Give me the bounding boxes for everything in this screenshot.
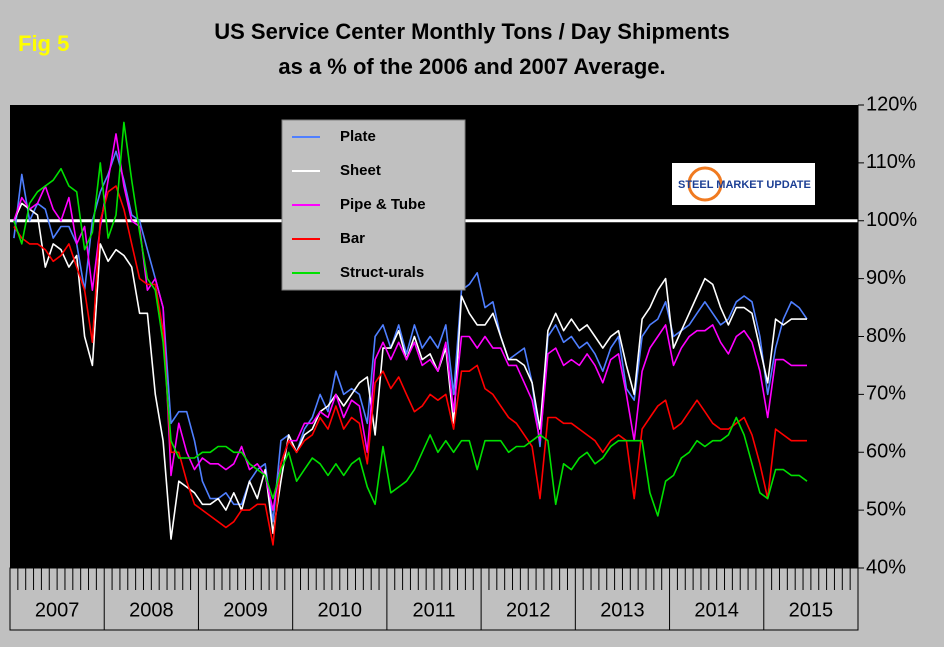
x-tick-label: 2013 [600, 599, 645, 621]
x-tick-label: 2015 [789, 599, 834, 621]
series-line [13, 150, 808, 523]
legend-label: Bar [340, 230, 365, 247]
y-tick-label: 70% [866, 383, 906, 405]
series-line [13, 202, 807, 540]
y-tick-label: 40% [866, 556, 906, 578]
x-tick-label: 2014 [694, 599, 739, 621]
legend-label: Plate [340, 128, 376, 145]
legend-label: Pipe & Tube [340, 196, 426, 213]
logo-mark [687, 166, 723, 202]
chart-title: US Service Center Monthly Tons / Day Shi… [214, 19, 730, 44]
legend-label: Struct-urals [340, 264, 424, 281]
logo-text: STEEL MARKET UPDATE [678, 179, 811, 191]
x-tick-label: 2012 [506, 599, 551, 621]
y-tick-label: 80% [866, 325, 906, 347]
series-line [13, 121, 808, 517]
x-tick-label: 2008 [129, 599, 174, 621]
legend [281, 119, 466, 291]
series-line [13, 185, 807, 546]
y-tick-label: 120% [866, 93, 917, 115]
legend-label: Sheet [340, 162, 381, 179]
y-tick-label: 60% [866, 441, 906, 463]
y-tick-label: 90% [866, 267, 906, 289]
x-tick-label: 2009 [223, 599, 268, 621]
x-tick-label: 2007 [35, 599, 80, 621]
y-tick-label: 100% [866, 209, 917, 231]
x-tick-label: 2011 [412, 599, 455, 621]
y-tick-label: 50% [866, 498, 906, 520]
x-tick-label: 2010 [318, 599, 363, 621]
chart-title: as a % of the 2006 and 2007 Average. [278, 54, 665, 79]
annotation: Fig 5 [18, 31, 69, 56]
y-tick-label: 110% [866, 151, 916, 173]
series-line [13, 133, 807, 511]
